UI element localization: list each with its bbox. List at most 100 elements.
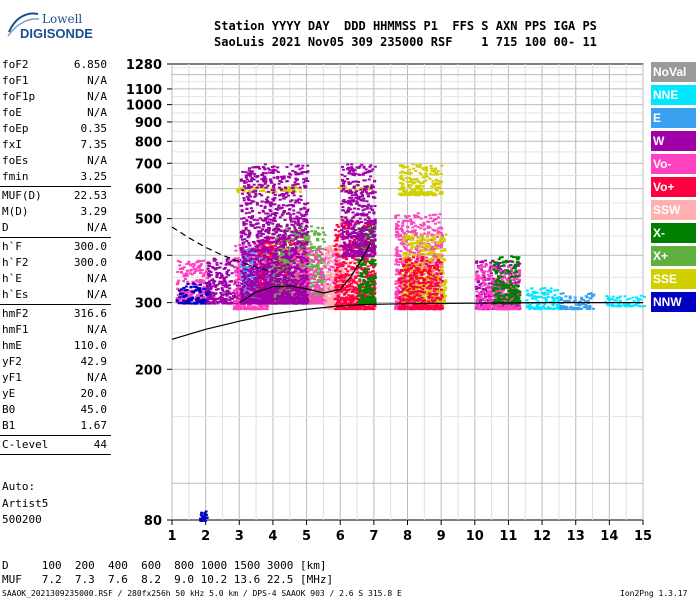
- echo-point: [314, 302, 317, 305]
- echo-point: [245, 249, 249, 252]
- echo-point: [364, 301, 368, 304]
- echo-point: [209, 273, 213, 276]
- echo-point: [267, 268, 271, 271]
- echo-point: [319, 271, 323, 274]
- echo-point: [245, 266, 249, 269]
- echo-point: [406, 220, 410, 223]
- echo-point: [431, 213, 435, 216]
- echo-point: [182, 280, 186, 283]
- echo-point: [199, 291, 203, 294]
- echo-point: [370, 279, 374, 282]
- echo-point: [411, 226, 415, 229]
- echo-point: [329, 247, 332, 249]
- echo-point: [201, 293, 205, 296]
- echo-point: [334, 308, 338, 311]
- echo-point: [329, 307, 333, 310]
- echo-point: [366, 265, 370, 268]
- echo-point: [281, 249, 285, 252]
- echo-point: [243, 289, 247, 292]
- echo-point: [358, 260, 362, 263]
- echo-point: [203, 272, 207, 275]
- logo-line2: DIGISONDE: [20, 26, 93, 41]
- echo-point: [337, 230, 341, 233]
- echo-point: [440, 254, 444, 257]
- echo-point: [362, 286, 366, 289]
- echo-point: [321, 287, 325, 290]
- echo-point: [307, 293, 311, 296]
- param-row: hmE 110.0: [0, 338, 111, 354]
- echo-point: [238, 308, 242, 311]
- echo-point: [265, 303, 269, 306]
- echo-point: [287, 254, 291, 257]
- echo-point: [263, 260, 267, 263]
- echo-point: [202, 290, 206, 293]
- echo-point: [327, 277, 331, 280]
- echo-point: [404, 279, 408, 282]
- echo-point: [228, 280, 232, 283]
- echo-point: [335, 239, 339, 242]
- echo-point: [338, 265, 342, 268]
- echo-point: [213, 267, 217, 270]
- echo-point: [329, 287, 333, 290]
- echo-point: [373, 300, 377, 303]
- param-row: C-level 44: [0, 437, 111, 453]
- echo-point: [211, 301, 215, 304]
- echo-point: [307, 290, 311, 292]
- echo-point: [282, 284, 286, 287]
- echo-point: [243, 283, 247, 286]
- echo-point: [370, 270, 374, 273]
- echo-point: [416, 295, 420, 298]
- echo-point: [297, 278, 301, 280]
- echo-point: [345, 290, 349, 293]
- echo-point: [327, 300, 331, 303]
- echo-point: [262, 242, 266, 245]
- echo-point: [332, 266, 336, 269]
- param-value: 42.9: [80, 355, 108, 368]
- param-name: hmE: [2, 339, 22, 352]
- x-tick-label: 10: [466, 529, 484, 544]
- echo-point: [367, 277, 371, 280]
- echo-point: [368, 219, 372, 222]
- echo-point: [340, 291, 344, 294]
- echo-point: [277, 257, 281, 259]
- echo-point: [310, 269, 314, 272]
- echo-point: [287, 253, 291, 256]
- param-row: h`F 300.0: [0, 239, 111, 255]
- echo-point: [182, 291, 186, 293]
- echo-point: [338, 267, 342, 270]
- param-name: yF2: [2, 355, 22, 368]
- echo-point: [228, 263, 232, 266]
- echo-point: [207, 295, 211, 298]
- echo-point: [284, 274, 287, 276]
- echo-point: [224, 297, 228, 300]
- echo-point: [189, 269, 193, 272]
- echo-point: [206, 287, 210, 290]
- echo-point: [307, 261, 311, 264]
- echo-point: [356, 287, 360, 290]
- echo-point: [368, 300, 372, 303]
- echo-point: [364, 294, 368, 297]
- echo-point: [266, 256, 270, 258]
- echo-point: [284, 259, 288, 262]
- echo-point: [309, 243, 313, 246]
- echo-point: [312, 291, 316, 294]
- echo-point: [274, 244, 277, 247]
- echo-point: [253, 308, 257, 311]
- echo-point: [333, 239, 337, 242]
- param-row: h`F2 300.0: [0, 255, 111, 271]
- echo-point: [394, 216, 398, 219]
- echo-point: [321, 227, 324, 230]
- param-separator: [0, 454, 111, 455]
- echo-point: [197, 280, 201, 283]
- echo-point: [323, 300, 327, 303]
- echo-point: [266, 305, 270, 308]
- echo-point: [438, 245, 442, 247]
- echo-point: [241, 243, 245, 246]
- echo-point: [405, 230, 409, 233]
- echo-point: [394, 254, 398, 257]
- echo-point: [176, 260, 180, 263]
- echo-point: [325, 247, 329, 250]
- param-row: B0 45.0: [0, 402, 111, 418]
- echo-point: [208, 265, 212, 267]
- echo-point: [344, 291, 348, 294]
